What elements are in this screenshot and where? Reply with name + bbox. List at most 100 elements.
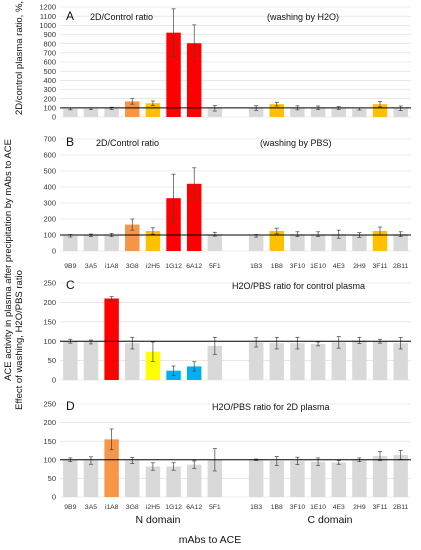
bar: [331, 342, 346, 380]
y-tick-label: 100: [43, 231, 56, 240]
outer-y-axis-label: ACE activity in plasma after precipitati…: [3, 139, 14, 381]
bar: [104, 108, 119, 117]
panel-letter: D: [66, 399, 75, 413]
bar: [83, 460, 99, 497]
category-label: i2H5: [146, 263, 160, 270]
bar: [269, 460, 285, 497]
category-label: 4E3: [333, 263, 345, 270]
category-label: 1B3: [250, 263, 262, 270]
panel-title: 2D/Control ratio: [96, 138, 159, 148]
category-label: 2H9: [353, 263, 366, 270]
bar: [310, 343, 326, 380]
bar: [186, 183, 202, 251]
bar: [310, 107, 326, 117]
panel-letter: A: [66, 9, 74, 23]
y-tick-label: 150: [43, 317, 56, 326]
bar: [145, 103, 161, 117]
bar: [393, 108, 408, 117]
bar: [248, 459, 264, 497]
bar: [104, 235, 119, 251]
bar: [269, 231, 285, 251]
bar: [393, 234, 408, 251]
bar: [125, 343, 140, 380]
category-label: 6A12: [186, 504, 202, 511]
bar: [331, 462, 346, 497]
bar: [290, 107, 305, 117]
bar: [372, 231, 388, 251]
bar: [166, 32, 181, 117]
y-tick-label: 0: [52, 247, 56, 256]
y-tick-label: 100: [43, 103, 56, 112]
category-label: 1B8: [271, 263, 283, 270]
bar: [207, 345, 223, 380]
panel-b: 0 100 200 300 400 500 600 700 9B9 3A5 i1A8 3G8 i2H5 1…: [43, 135, 411, 270]
bar: [83, 341, 99, 380]
panel-subtitle: (washing by H2O): [267, 12, 339, 22]
bar: [352, 340, 367, 380]
bar: [186, 366, 202, 380]
category-label: i1A8: [105, 504, 119, 511]
panels: 0100200300400500600700800900100011001200…: [39, 3, 411, 511]
bar: [207, 459, 223, 497]
category-label: 4E3: [333, 504, 345, 511]
panel-title: H2O/PBS ratio for 2D plasma: [212, 402, 330, 412]
category-label: 3F11: [373, 504, 388, 511]
bar: [145, 466, 161, 497]
bar: [166, 466, 181, 497]
y-tick-label: 400: [43, 76, 56, 85]
bar: [63, 459, 78, 497]
category-label: 2B11: [393, 504, 409, 511]
bar: [269, 343, 285, 380]
y-tick-label: 250: [43, 279, 56, 288]
bar: [63, 341, 78, 380]
x-axis-label: mAbs to ACE: [179, 534, 241, 546]
bar: [290, 343, 305, 380]
y-tick-label: 600: [43, 151, 56, 160]
category-label: 1B8: [271, 504, 283, 511]
y-tick-label: 200: [43, 94, 56, 103]
y-tick-label: 200: [43, 418, 56, 427]
category-label: i1A8: [105, 263, 119, 270]
category-label: 1B3: [250, 504, 262, 511]
category-label: 2B11: [393, 263, 409, 270]
bar: [310, 461, 326, 497]
panel-c-y-axis-label: Effect of washing, H2O/PBS ratio: [14, 270, 25, 410]
bar: [83, 108, 99, 117]
category-label: 3G8: [126, 263, 139, 270]
y-tick-label: 100: [43, 337, 56, 346]
bar: [331, 108, 346, 117]
bar: [207, 108, 223, 117]
y-tick-label: 800: [43, 39, 56, 48]
panel-a-y-axis-label: 2D/control plasma ratio, %,: [14, 1, 25, 115]
bar: [125, 101, 140, 117]
panel-c: 0 50 100 150 200 250 C H2O/PBS ratio for contro…: [43, 278, 411, 385]
category-label: 5F1: [209, 504, 221, 511]
y-tick-label: 900: [43, 30, 56, 39]
bar: [393, 343, 408, 380]
panel-title: 2D/Control ratio: [90, 12, 153, 22]
y-tick-label: 1200: [39, 3, 56, 12]
y-tick-label: 0: [52, 493, 56, 502]
bar: [104, 298, 119, 380]
bar: [186, 464, 202, 497]
y-tick-label: 700: [43, 48, 56, 57]
n-domain-label: N domain: [136, 514, 181, 526]
c-domain-label: C domain: [308, 514, 353, 526]
bar: [393, 454, 408, 497]
panel-d: 0 50 100 150 200 250 9B9 3A5 i1A8 3G8 i2H5 1G12 6A12…: [43, 399, 411, 511]
category-label: 3A5: [85, 504, 97, 511]
y-tick-label: 200: [43, 215, 56, 224]
category-label: 1G12: [165, 263, 182, 270]
bar: [372, 341, 388, 380]
bar: [166, 198, 181, 251]
y-tick-label: 600: [43, 58, 56, 67]
y-tick-label: 0: [52, 113, 56, 122]
category-label: 9B9: [64, 263, 76, 270]
panel-title: H2O/PBS ratio for control plasma: [232, 281, 365, 291]
category-label: i2H5: [146, 504, 160, 511]
bar: [145, 351, 161, 380]
y-tick-label: 50: [48, 356, 56, 365]
category-label: 9B9: [64, 504, 76, 511]
bar: [207, 234, 223, 251]
